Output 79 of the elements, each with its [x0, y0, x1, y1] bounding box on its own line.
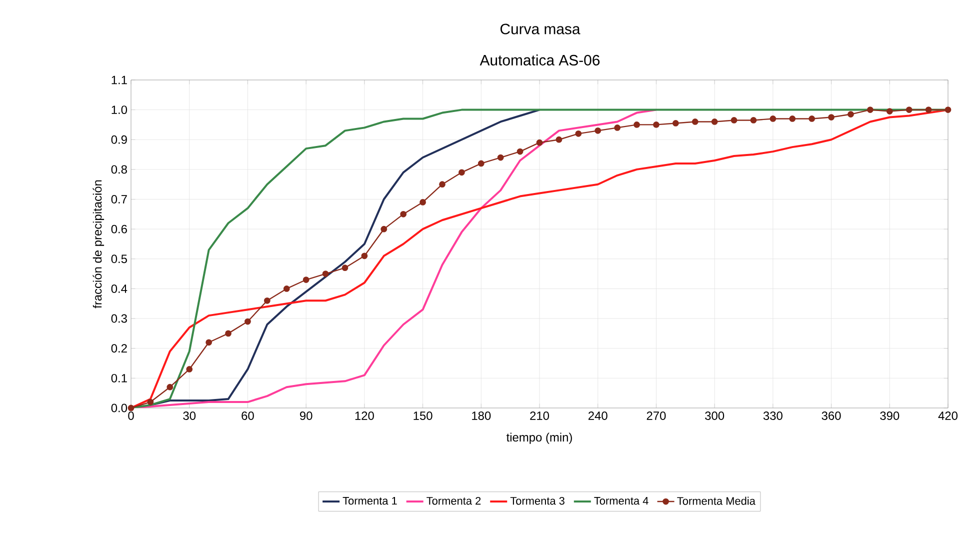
point — [536, 139, 543, 146]
y-tick-label: 0.3 — [111, 314, 127, 323]
y-tick-label: 0.8 — [111, 165, 127, 174]
legend-label: Tormenta 3 — [510, 496, 564, 505]
point — [848, 111, 854, 118]
x-tick-label: 210 — [530, 412, 550, 420]
x-tick-label: 330 — [763, 412, 782, 420]
x-tick-label: 180 — [472, 412, 491, 420]
point — [672, 120, 679, 126]
point — [420, 199, 426, 206]
x-tick-label: 0 — [128, 412, 134, 420]
point — [925, 106, 932, 113]
x-tick-label: 360 — [822, 412, 841, 420]
point — [692, 118, 698, 125]
point — [594, 127, 602, 134]
point — [439, 181, 446, 188]
point — [828, 114, 834, 120]
y-tick-label: 0.6 — [111, 224, 127, 234]
point — [206, 339, 212, 346]
point — [186, 366, 193, 372]
point — [322, 270, 329, 277]
chart-title: Curva masa — [500, 24, 580, 34]
x-tick-label: 420 — [938, 412, 958, 420]
point — [244, 318, 251, 325]
y-tick-label: 0.7 — [111, 195, 127, 204]
point — [653, 122, 660, 128]
point — [497, 154, 504, 161]
y-tick-label: 1.0 — [112, 106, 128, 114]
point — [867, 106, 874, 113]
y-tick-label: 1.1 — [112, 76, 127, 84]
x-tick-label: 150 — [414, 412, 432, 420]
point — [264, 297, 270, 304]
x-tick-label: 390 — [880, 412, 900, 420]
x-tick-label: 300 — [705, 412, 724, 420]
y-tick-label: 0.4 — [111, 284, 128, 293]
point — [906, 106, 912, 113]
point — [516, 148, 524, 155]
point — [730, 117, 738, 124]
x-axis-title: tiempo (min) — [506, 432, 572, 444]
x-tick-label: 240 — [588, 412, 608, 420]
x-tick-label: 60 — [242, 412, 254, 420]
point — [634, 122, 640, 128]
point — [556, 136, 562, 143]
point — [886, 108, 893, 114]
point — [944, 106, 952, 113]
x-tick-label: 30 — [183, 412, 196, 420]
point — [342, 264, 348, 272]
legend-label: Tormenta 4 — [594, 497, 648, 505]
legend-label: Tormenta 1 — [342, 497, 397, 505]
y-tick-label: 0.1 — [111, 374, 127, 382]
point — [789, 116, 796, 122]
chart-subtitle: Automatica AS-06 — [480, 54, 600, 66]
x-tick-label: 270 — [646, 412, 666, 420]
x-tick-label: 120 — [355, 412, 374, 420]
point — [225, 330, 232, 337]
legend-label: Tormenta Media — [677, 496, 756, 505]
point — [575, 130, 582, 137]
point — [302, 276, 310, 283]
legend-label: Tormenta 2 — [426, 496, 481, 505]
point — [750, 117, 757, 124]
y-tick-label: 0.9 — [111, 135, 127, 144]
point — [478, 160, 484, 167]
point — [128, 404, 134, 412]
y-axis-title: fracción de precipitación — [92, 180, 104, 308]
point — [614, 124, 621, 131]
y-tick-label: 0.5 — [111, 254, 127, 264]
x-tick-label: 90 — [300, 412, 312, 420]
point — [458, 169, 465, 176]
point — [380, 226, 388, 232]
point — [283, 286, 290, 292]
point — [147, 398, 154, 406]
point — [400, 210, 407, 218]
point — [361, 252, 368, 260]
y-tick-label: 0.0 — [111, 404, 128, 412]
point — [808, 116, 816, 122]
point — [770, 116, 776, 122]
y-tick-label: 0.2 — [111, 344, 127, 353]
point — [166, 384, 174, 390]
point — [711, 118, 718, 125]
